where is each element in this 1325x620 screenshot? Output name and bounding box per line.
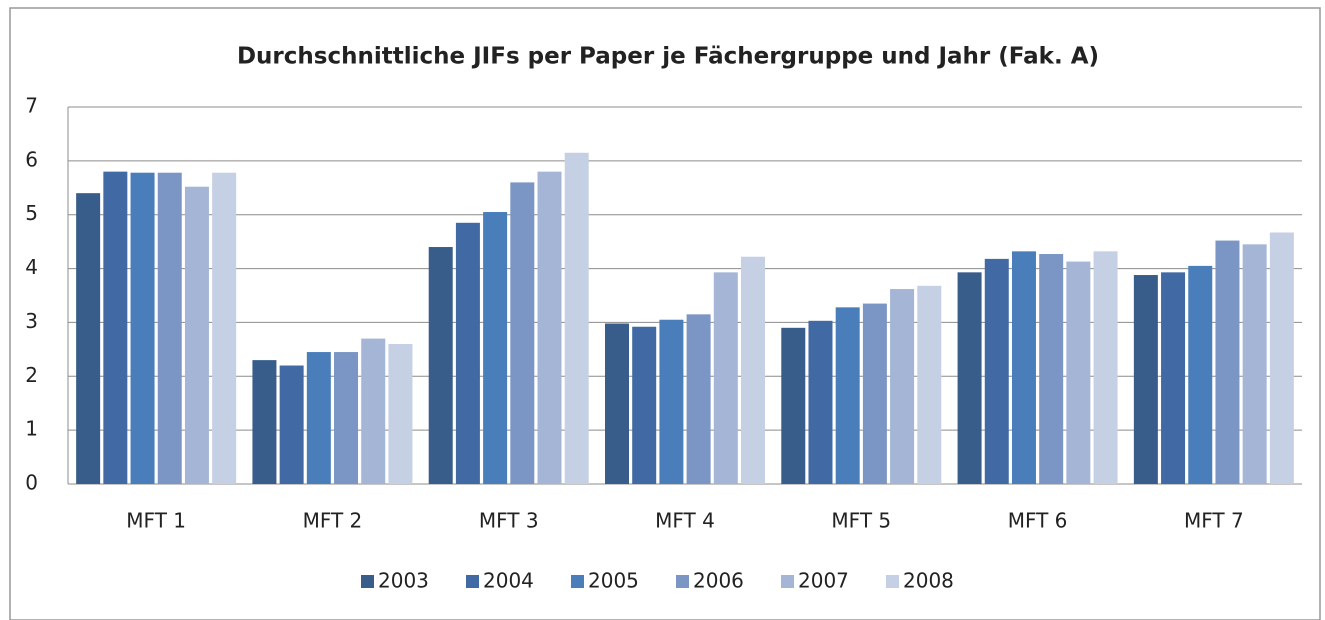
bar bbox=[686, 314, 711, 484]
bar bbox=[279, 365, 304, 484]
x-tick-label: MFT 5 bbox=[831, 509, 891, 533]
bar bbox=[1011, 251, 1036, 484]
x-tick-label: MFT 7 bbox=[1184, 509, 1244, 533]
legend-swatch bbox=[466, 575, 479, 588]
legend-swatch bbox=[361, 575, 374, 588]
bar bbox=[1242, 244, 1267, 484]
bar bbox=[984, 258, 1009, 484]
bar bbox=[483, 212, 508, 484]
y-tick-label: 6 bbox=[25, 147, 38, 171]
bar bbox=[1188, 265, 1213, 484]
legend-swatch bbox=[781, 575, 794, 588]
legend-swatch bbox=[676, 575, 689, 588]
bar bbox=[1215, 240, 1240, 484]
bar bbox=[334, 352, 359, 484]
y-tick-label: 4 bbox=[25, 255, 38, 279]
bar bbox=[957, 272, 982, 484]
x-tick-label: MFT 3 bbox=[479, 509, 539, 533]
bar bbox=[1066, 261, 1091, 484]
bar bbox=[455, 222, 480, 485]
x-tick-label: MFT 1 bbox=[126, 509, 186, 533]
bar bbox=[252, 360, 277, 484]
bar bbox=[510, 182, 535, 484]
bar bbox=[1039, 254, 1064, 484]
bar bbox=[388, 343, 413, 484]
bar bbox=[103, 171, 128, 484]
bar bbox=[76, 193, 101, 484]
legend-label: 2004 bbox=[483, 569, 534, 593]
legend-swatch bbox=[571, 575, 584, 588]
bar bbox=[1161, 272, 1186, 484]
bar bbox=[632, 326, 657, 484]
legend-label: 2007 bbox=[798, 569, 849, 593]
bar bbox=[537, 171, 562, 484]
y-tick-label: 7 bbox=[25, 94, 38, 118]
bar bbox=[713, 272, 738, 484]
bar bbox=[361, 338, 386, 484]
bar bbox=[157, 172, 182, 484]
x-tick-label: MFT 4 bbox=[655, 509, 715, 533]
bar bbox=[808, 320, 833, 484]
bar bbox=[1269, 232, 1294, 484]
bar bbox=[605, 323, 629, 484]
legend-label: 2003 bbox=[378, 569, 429, 593]
bar bbox=[835, 307, 860, 484]
bar bbox=[306, 352, 331, 484]
y-tick-label: 3 bbox=[25, 309, 38, 333]
x-tick-label: MFT 2 bbox=[303, 509, 363, 533]
bar bbox=[212, 172, 237, 484]
bar bbox=[428, 247, 453, 484]
bar bbox=[1093, 251, 1118, 484]
y-tick-label: 5 bbox=[25, 201, 38, 225]
bar bbox=[741, 256, 765, 484]
bar bbox=[917, 285, 942, 484]
bar bbox=[1133, 275, 1158, 484]
bar bbox=[781, 327, 806, 484]
bar bbox=[862, 303, 887, 484]
bar bbox=[659, 319, 684, 484]
legend-label: 2008 bbox=[903, 569, 954, 593]
legend-label: 2005 bbox=[588, 569, 639, 593]
bar bbox=[564, 152, 589, 484]
x-tick-label: MFT 6 bbox=[1008, 509, 1068, 533]
y-tick-label: 2 bbox=[25, 363, 38, 387]
y-tick-label: 1 bbox=[25, 417, 38, 441]
legend-swatch bbox=[886, 575, 899, 588]
legend-label: 2006 bbox=[693, 569, 744, 593]
bar bbox=[184, 186, 209, 485]
bar bbox=[890, 289, 915, 484]
chart-title: Durchschnittliche JIFs per Paper je Fäch… bbox=[237, 44, 1099, 70]
bar bbox=[130, 172, 155, 484]
y-tick-label: 0 bbox=[25, 471, 38, 495]
